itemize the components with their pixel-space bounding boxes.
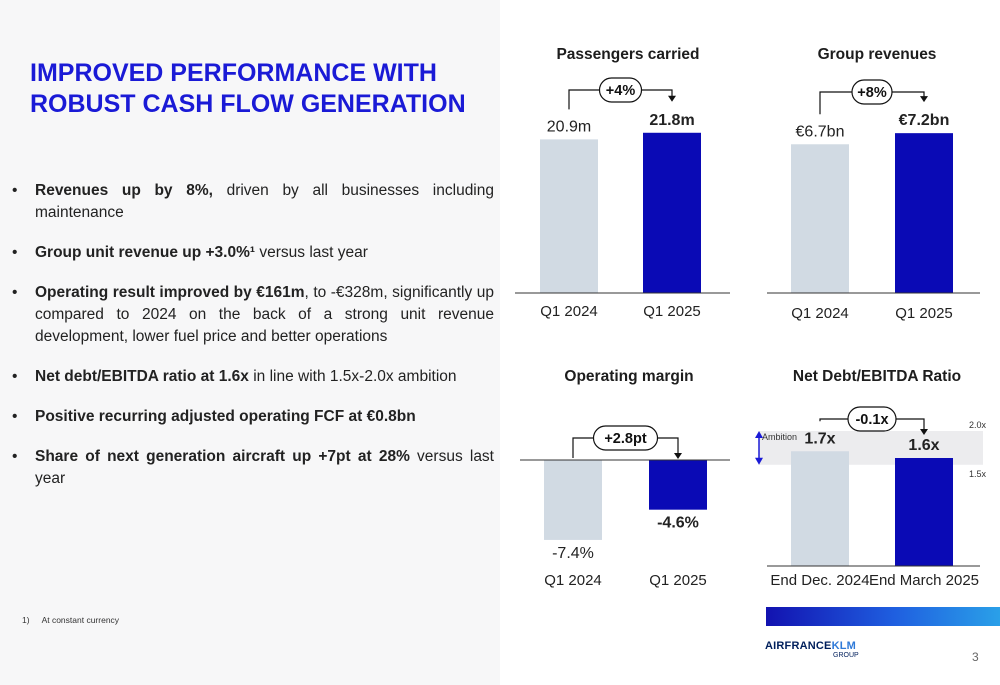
x-tick-label: Q1 2025 bbox=[643, 303, 701, 320]
footnote-number: 1) bbox=[22, 615, 30, 625]
text-panel: IMPROVED PERFORMANCE WITH ROBUST CASH FL… bbox=[12, 58, 494, 625]
charts-area: Passengers carried 20.9m Q1 2024 21.8m Q1 20… bbox=[515, 46, 987, 589]
slide-title-line-2: ROBUST CASH FLOW GENERATION bbox=[30, 90, 466, 118]
change-label: +4% bbox=[606, 83, 636, 99]
bar-prior bbox=[544, 460, 602, 540]
ambition-low-label: 1.5x bbox=[969, 469, 987, 479]
bar-value-label: 1.6x bbox=[908, 437, 939, 454]
chart-passengers-carried: Passengers carried 20.9m Q1 2024 21.8m Q1 20… bbox=[515, 46, 730, 320]
bullet-item: • Group unit revenue up +3.0%¹ versus las… bbox=[12, 242, 494, 264]
x-tick-label: Q1 2025 bbox=[895, 305, 953, 322]
change-arrow-head bbox=[920, 96, 928, 103]
slide-title-line-1: IMPROVED PERFORMANCE WITH bbox=[30, 59, 437, 87]
bullet-item: • Net debt/EBITDA ratio at 1.6x in line w… bbox=[12, 366, 494, 388]
bullet-text: , to -€328m, significantly up compared t… bbox=[35, 284, 494, 345]
bar-prior bbox=[791, 144, 849, 293]
bullet-dot: • bbox=[12, 368, 18, 385]
change-pill bbox=[851, 79, 893, 105]
chart-title: Net Debt/EBITDA Ratio bbox=[793, 368, 961, 385]
ambition-arrow-head-down bbox=[755, 457, 763, 465]
airfrance-klm-logo: AIRFRANCEKLM GROUP bbox=[765, 638, 875, 664]
change-label: +8% bbox=[857, 85, 887, 101]
bullet-dot: • bbox=[12, 244, 18, 261]
x-tick-label: Q1 2024 bbox=[540, 303, 598, 320]
bar-value-label: -4.6% bbox=[657, 515, 699, 532]
chart-group-revenues: Group revenues €6.7bn Q1 2024 €7.2bn Q1 2025… bbox=[767, 46, 980, 322]
bar-prior bbox=[540, 139, 598, 293]
bar-value-label: 1.7x bbox=[804, 430, 835, 447]
logo-wordmark: AIRFRANCEKLM bbox=[765, 640, 856, 652]
bullet-text: versus last year bbox=[255, 244, 368, 261]
bar-value-label: 21.8m bbox=[649, 112, 694, 129]
footnote-text: At constant currency bbox=[41, 615, 120, 625]
bullet-list: • Revenues up by 8%, driven by all busine… bbox=[12, 180, 494, 508]
logo-text-group: GROUP bbox=[833, 652, 859, 659]
ambition-label: Ambition bbox=[762, 432, 797, 442]
change-pill bbox=[598, 77, 643, 103]
bar-value-label: 20.9m bbox=[547, 118, 591, 135]
x-tick-label: End Dec. 2024 bbox=[770, 572, 869, 589]
bullet-dot: • bbox=[12, 448, 18, 465]
bar-current bbox=[895, 458, 953, 566]
chart-net-debt-ebitda: Net Debt/EBITDA Ratio Ambition 2.0x 1.5x 1.7… bbox=[755, 368, 987, 589]
x-tick-label: End March 2025 bbox=[869, 572, 979, 589]
bullet-bold-text: Net debt/EBITDA ratio at 1.6x bbox=[35, 368, 249, 385]
bullet-text: driven by all businesses including maint… bbox=[35, 182, 494, 221]
bar-current bbox=[895, 133, 953, 293]
bullet-dot: • bbox=[12, 182, 18, 199]
change-label: +2.8pt bbox=[604, 431, 646, 447]
bullet-dot: • bbox=[12, 408, 18, 425]
bullet-item: • Operating result improved by €161m, to … bbox=[12, 282, 494, 348]
chart-operating-margin: Operating margin -7.4% Q1 2024 -4.6% Q1 2025… bbox=[520, 368, 730, 589]
ambition-high-label: 2.0x bbox=[969, 420, 987, 430]
x-tick-label: Q1 2024 bbox=[544, 572, 602, 589]
bar-current bbox=[643, 132, 701, 293]
bar-value-label: €7.2bn bbox=[899, 112, 950, 129]
accent-bar bbox=[766, 607, 1000, 626]
slide-title: IMPROVED PERFORMANCE WITH ROBUST CASH FL… bbox=[30, 58, 490, 120]
change-pill bbox=[592, 425, 659, 451]
x-tick-label: Q1 2024 bbox=[791, 305, 849, 322]
bullet-dot: • bbox=[12, 284, 18, 301]
logo-text-klm: KLM bbox=[831, 640, 857, 652]
chart-title: Group revenues bbox=[818, 46, 937, 63]
bullet-item: • Positive recurring adjusted operating F… bbox=[12, 406, 494, 428]
chart-title: Passengers carried bbox=[556, 46, 699, 63]
change-pill bbox=[847, 406, 897, 432]
bullet-item: • Revenues up by 8%, driven by all busine… bbox=[12, 180, 494, 224]
change-arrow-head bbox=[674, 453, 682, 459]
bullet-bold-text: Operating result improved by €161m bbox=[35, 284, 305, 301]
x-tick-label: Q1 2025 bbox=[649, 572, 707, 589]
logo-text-airfrance: AIRFRANCE bbox=[765, 640, 832, 652]
footnote: 1) At constant currency bbox=[22, 615, 131, 625]
bar-current bbox=[649, 460, 707, 510]
change-arrow-head bbox=[920, 429, 928, 435]
bullet-text: versus last year bbox=[35, 448, 494, 487]
bullet-bold-text: Positive recurring adjusted operating FC… bbox=[35, 408, 416, 425]
bullet-item: • Share of next generation aircraft up +7… bbox=[12, 446, 494, 490]
page-number: 3 bbox=[972, 650, 979, 664]
change-label: -0.1x bbox=[855, 412, 888, 428]
change-arrow-head bbox=[668, 95, 676, 102]
chart-title: Operating margin bbox=[564, 368, 693, 385]
bar-prior bbox=[791, 451, 849, 566]
bullet-bold-text: Revenues up by 8%, bbox=[35, 182, 213, 199]
bullet-text: in line with 1.5x-2.0x ambition bbox=[248, 368, 457, 385]
bullet-bold-text: Share of next generation aircraft up +7p… bbox=[35, 448, 410, 465]
bullet-bold-text: Group unit revenue up +3.0%¹ bbox=[35, 244, 256, 261]
ambition-arrow-head-up bbox=[755, 431, 763, 438]
bar-value-label: -7.4% bbox=[552, 545, 594, 562]
bar-value-label: €6.7bn bbox=[796, 123, 845, 140]
